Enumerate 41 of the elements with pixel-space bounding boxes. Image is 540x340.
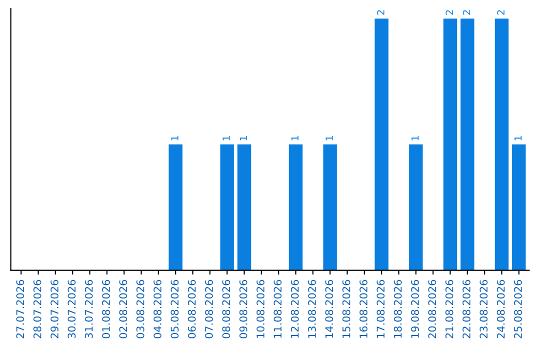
x-tick-label: 29.07.2026 bbox=[50, 280, 58, 338]
x-tick-label: 05.08.2026 bbox=[170, 280, 179, 338]
x-tick-label: 28.07.2026 bbox=[33, 280, 42, 338]
x-tick-label: 09.08.2026 bbox=[239, 280, 248, 338]
data-label: 2 bbox=[462, 10, 470, 15]
x-tick-label: 13.08.2026 bbox=[308, 280, 316, 338]
data-label: 2 bbox=[377, 10, 384, 15]
x-tick-label: 12.08.2026 bbox=[290, 280, 299, 338]
x-tick-label: 10.08.2026 bbox=[256, 280, 264, 338]
x-tick-label: 02.08.2026 bbox=[119, 280, 128, 338]
data-label: 2 bbox=[446, 10, 453, 15]
x-tick-label: 17.08.2026 bbox=[376, 280, 385, 338]
x-tick-label: 21.08.2026 bbox=[445, 280, 454, 338]
x-tick-label: 31.07.2026 bbox=[84, 280, 93, 338]
x-tick-label: 30.07.2026 bbox=[68, 280, 76, 338]
x-tick-label: 07.08.2026 bbox=[205, 280, 213, 338]
data-label: 1 bbox=[514, 136, 522, 140]
x-tick-label: 04.08.2026 bbox=[154, 280, 162, 338]
x-tick-label: 19.08.2026 bbox=[411, 280, 419, 338]
x-tick-label: 22.08.2026 bbox=[462, 280, 470, 338]
data-label: 1 bbox=[222, 136, 230, 140]
x-tick-label: 01.08.2026 bbox=[102, 280, 110, 338]
data-label: 1 bbox=[171, 136, 178, 140]
x-tick-label: 15.08.2026 bbox=[342, 280, 350, 338]
x-tick-label: 11.08.2026 bbox=[274, 280, 282, 338]
x-tick-label: 20.08.2026 bbox=[428, 280, 436, 338]
x-tick-label: 24.08.2026 bbox=[496, 280, 505, 338]
data-label: 1 bbox=[326, 136, 333, 140]
x-tick-label: 08.08.2026 bbox=[222, 280, 230, 338]
data-label: 1 bbox=[291, 136, 298, 140]
data-label: 1 bbox=[240, 136, 247, 140]
x-tick-label: 03.08.2026 bbox=[136, 280, 144, 338]
data-label: 2 bbox=[497, 10, 504, 15]
x-tick-label: 23.08.2026 bbox=[480, 280, 488, 338]
data-label: 1 bbox=[412, 136, 419, 140]
x-tick-label: 16.08.2026 bbox=[360, 280, 368, 338]
x-tick-label: 06.08.2026 bbox=[188, 280, 196, 338]
x-tick-label: 25.08.2026 bbox=[514, 280, 522, 338]
x-tick-label: 14.08.2026 bbox=[325, 280, 334, 338]
x-tick-label: 18.08.2026 bbox=[394, 280, 402, 338]
x-tick-label: 27.07.2026 bbox=[16, 280, 24, 338]
